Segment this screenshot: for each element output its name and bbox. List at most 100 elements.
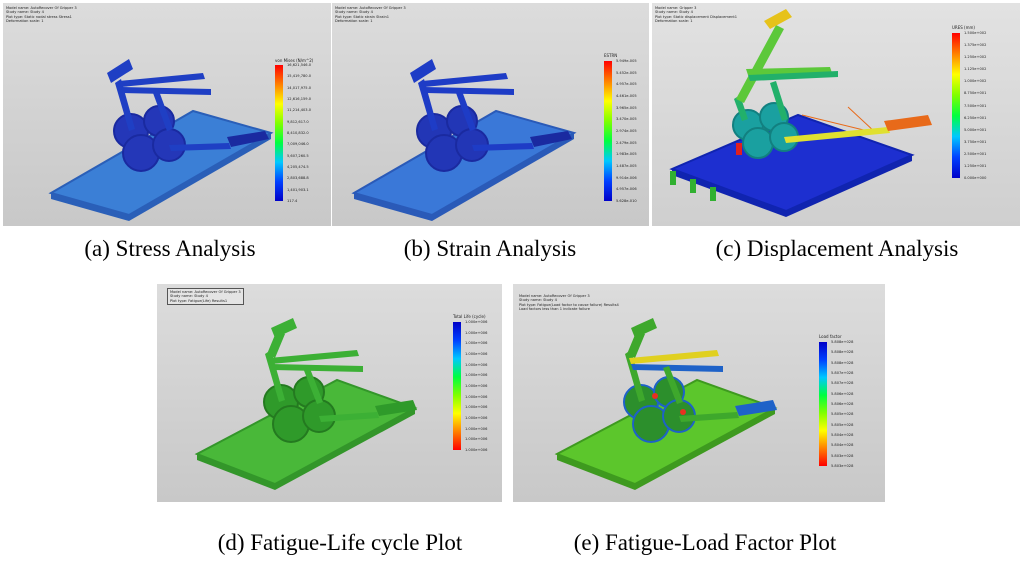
legend-tick: 11,214,403.0 — [287, 108, 312, 113]
legend-tick: 2.974e-005 — [616, 129, 637, 133]
legend-tick: 1.000e+006 — [465, 341, 488, 346]
legend-tick: 2.500e+001 — [964, 151, 987, 156]
info-line: Deformation scale: 1 — [6, 19, 44, 24]
legend-ticks: 5.949e-005 5.452e-005 4.957e-005 4.461e-… — [616, 59, 648, 203]
legend-tick: 1.000e+006 — [465, 330, 488, 335]
legend-tick: 4.461e-005 — [616, 94, 637, 98]
legend-tick: 1.250e+001 — [964, 163, 987, 168]
legend-tick: 5.000e+001 — [964, 127, 987, 132]
legend-tick: 1.487e-005 — [616, 164, 637, 168]
legend-tick: 1.000e+006 — [465, 320, 488, 324]
legend-tick: 5.806e+028 — [831, 402, 854, 406]
legend-colorbar — [275, 65, 283, 201]
study-info: Model name: AutoRecover Of Gripper 3 Stu… — [167, 288, 244, 306]
legend-tick: 1.000e+006 — [465, 373, 488, 378]
legend-tick: 5.803e+028 — [831, 453, 854, 458]
legend-title: Load factor — [819, 334, 842, 339]
legend-tick: 8,410,832.0 — [287, 131, 309, 135]
legend-ticks: 5.808e+028 5.808e+028 5.808e+028 5.807e+… — [831, 340, 883, 468]
info-line: Plot type: Static strain Strain1 — [335, 14, 390, 19]
legend-tick: 3.470e-005 — [616, 117, 637, 122]
legend-tick: 1.000e+006 — [465, 416, 488, 420]
legend-tick: 1.500e+002 — [964, 31, 987, 35]
caption-strain: (b) Strain Analysis — [403, 236, 577, 261]
caption-fatigue-load-factor: (e) Fatigue-Load Factor Plot — [573, 530, 837, 555]
legend-tick: 1.000e+006 — [465, 448, 488, 452]
legend-tick: 9.914e-006 — [616, 175, 637, 180]
info-line: Model name: AutoRecover Of Gripper 3 — [6, 6, 77, 10]
legend-tick: 0.000e+000 — [964, 176, 987, 180]
info-line: Model name: AutoRecover Of Gripper 3 — [335, 6, 406, 10]
legend-tick: 1.000e+006 — [465, 384, 488, 388]
gripper-stress-model — [48, 59, 274, 221]
info-line: Model name: AutoRecover Of Gripper 3 — [519, 294, 590, 298]
legend-tick: 2,803,688.8 — [287, 176, 309, 181]
legend-tick: 1.000e+006 — [465, 405, 488, 410]
fatigue-load-factor-panel: Model name: AutoRecover Of Gripper 3 Stu… — [513, 284, 885, 502]
legend-tick: 5.808e+028 — [831, 340, 854, 344]
legend-tick: 5.808e+028 — [831, 360, 854, 365]
info-line: Deformation scale: 1 — [335, 19, 373, 24]
info-line: Study name: Study 4 — [519, 298, 557, 303]
legend-colorbar — [453, 322, 461, 450]
legend-tick: 1.250e+002 — [964, 55, 987, 60]
info-line: Plot type: Static displacement Displacem… — [655, 14, 738, 19]
legend-title: ESTRN — [604, 53, 618, 58]
legend-tick: 12,616,159.0 — [287, 97, 312, 101]
info-line: Model name: AutoRecover Of Gripper 3 — [170, 290, 241, 294]
legend-colorbar — [819, 342, 827, 466]
legend-tick: 5.452e-005 — [616, 70, 637, 75]
legend-tick: 1.000e+006 — [465, 362, 488, 367]
info-line: Deformation scale: 1 — [655, 19, 693, 24]
legend-title: Total Life (cycle) — [453, 314, 486, 319]
legend-tick: 14,017,975.0 — [287, 85, 312, 90]
legend-tick: 5.803e+028 — [831, 464, 854, 468]
legend-tick: 5.807e+028 — [831, 371, 854, 375]
legend-tick: 5.805e+028 — [831, 412, 854, 417]
legend-tick: 5.949e-005 — [616, 59, 637, 63]
legend-tick: 1.000e+006 — [465, 437, 488, 442]
legend-tick: 8.750e+001 — [964, 91, 987, 96]
legend-tick: 5,607,260.5 — [287, 153, 309, 158]
gripper-strain-model — [351, 59, 577, 221]
legend-tick: 3.965e-005 — [616, 105, 637, 110]
legend-tick: 5.804e+028 — [831, 443, 854, 448]
legend-tick: 5.628e-010 — [616, 199, 637, 203]
legend-ticks: 16,621,546.0 15,419,780.0 14,017,975.0 1… — [287, 63, 329, 203]
stress-analysis-panel: Model name: AutoRecover Of Gripper 3 Stu… — [3, 3, 331, 226]
info-line: Study name: Study 4 — [6, 10, 44, 15]
info-line: Model name: Gripper 3 — [655, 6, 697, 10]
legend-tick: 1.375e+002 — [964, 43, 987, 48]
study-info: Model name: AutoRecover Of Gripper 3 Stu… — [6, 6, 77, 24]
info-line: Study name: Study 4 — [655, 10, 693, 15]
legend-tick: 3.750e+001 — [964, 139, 987, 144]
gripper-life-model — [194, 318, 418, 490]
caption-fatigue-life: (d) Fatigue-Life cycle Plot — [217, 530, 463, 555]
legend-tick: 5.808e+028 — [831, 350, 854, 355]
legend-tick: 4.957e-005 — [616, 82, 637, 87]
legend-tick: 1,401,903.1 — [287, 187, 309, 192]
legend-tick: 15,419,780.0 — [287, 74, 312, 79]
legend-title: von Mises (N/m^2) — [275, 58, 314, 63]
legend-colorbar — [952, 33, 960, 178]
info-line: Plot type: Static nodal stress Stress1 — [6, 14, 72, 19]
legend-ticks: 1.500e+002 1.375e+002 1.250e+002 1.125e+… — [964, 31, 1018, 180]
study-info: Model name: Gripper 3 Study name: Study … — [655, 6, 737, 24]
legend-tick: 1.125e+002 — [964, 67, 987, 72]
legend-tick: 1.000e+006 — [465, 426, 488, 431]
info-line: Plot type: Fatigue(Load factor to cause … — [519, 302, 619, 307]
gripper-loadfactor-model — [554, 318, 778, 490]
strain-analysis-panel: Model name: AutoRecover Of Gripper 3 Stu… — [332, 3, 649, 226]
legend-tick: 5.805e+028 — [831, 422, 854, 427]
legend-tick: 117.4 — [287, 199, 298, 203]
legend-tick: 1.983e-005 — [616, 152, 637, 157]
legend-tick: 2.479e-005 — [616, 140, 637, 145]
info-line: Load factors less than 1 indicate failur… — [519, 307, 590, 312]
gripper-displacement-model — [669, 9, 932, 217]
legend-tick: 9,812,617.0 — [287, 119, 309, 124]
fatigue-life-panel: Model name: AutoRecover Of Gripper 3 Stu… — [157, 284, 502, 502]
legend-tick: 16,621,546.0 — [287, 63, 312, 67]
legend-tick: 6.250e+001 — [964, 115, 987, 120]
info-line: Plot type: Fatigue(Life) Results1 — [170, 298, 228, 303]
study-info: Model name: AutoRecover Of Gripper 3 Stu… — [519, 294, 619, 312]
